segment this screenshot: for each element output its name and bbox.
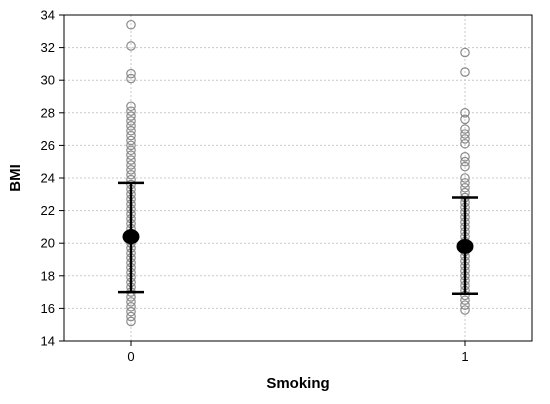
data-point [460,305,470,315]
data-point [460,300,470,310]
data-point [126,130,136,141]
data-point [126,135,136,146]
x-tick-label: 0 [127,349,134,364]
mean-marker [456,238,474,254]
data-point [126,160,136,170]
data-point [460,134,470,144]
data-point [126,111,136,121]
data-point [460,47,470,58]
error-bars [118,181,478,295]
data-point [126,101,136,112]
data-point [460,178,470,188]
data-point [460,129,470,139]
data-point [126,155,136,165]
data-point [126,41,136,51]
data-point [126,19,136,30]
data-point [126,150,136,160]
data-point [126,140,136,151]
data-point [126,306,136,317]
y-tick-label: 32 [41,40,55,55]
axis-ticks [59,14,466,346]
y-tick-label: 14 [41,334,55,349]
data-point [126,73,136,84]
data-point [126,116,136,126]
data-point [460,67,470,77]
data-point [126,68,136,79]
x-tick-label: 1 [461,349,468,364]
data-point [126,125,136,136]
y-tick-label: 18 [41,268,55,283]
data-point [126,297,136,307]
data-point [460,156,470,167]
data-point [460,108,470,118]
data-point [126,121,136,131]
data-point [126,316,136,327]
data-point [126,165,136,175]
mean-marker [122,229,140,245]
y-tick-label: 28 [41,105,55,120]
x-axis-title: Smoking [266,375,329,392]
y-tick-label: 24 [41,171,55,186]
data-point [460,138,470,149]
data-point [126,106,136,116]
data-point [126,145,136,156]
data-point [460,152,470,162]
data-point [126,169,136,180]
y-tick-label: 22 [41,203,55,218]
y-axis-title: BMI [7,164,24,192]
y-tick-label: 16 [41,301,55,316]
data-points [126,19,470,327]
data-point [126,311,136,322]
data-point [126,301,136,312]
data-point [460,182,470,193]
data-point [460,161,470,172]
y-tick-label: 26 [41,138,55,153]
data-point [460,124,470,134]
group-means [122,229,474,254]
y-tick-label: 34 [41,8,55,23]
data-point [460,295,470,306]
y-tick-labels: 14 16 18 20 22 24 26 28 30 32 34 [41,8,55,349]
y-tick-label: 20 [41,236,55,251]
grid-lines [64,15,532,341]
data-point [460,173,470,183]
data-point [460,114,470,125]
y-tick-label: 30 [41,73,55,88]
